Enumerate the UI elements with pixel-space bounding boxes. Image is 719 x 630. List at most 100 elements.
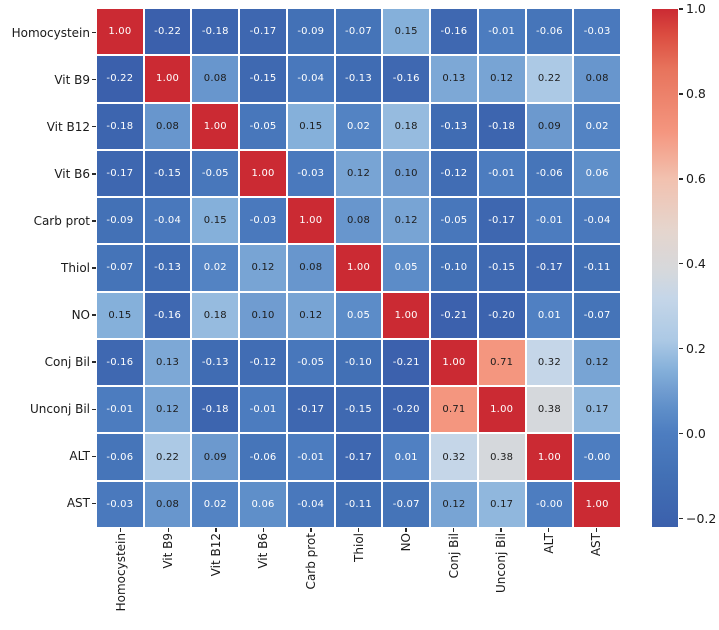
- heatmap-cell: -0.05: [431, 198, 477, 244]
- colorbar-tick: [679, 8, 683, 10]
- heatmap-cell: -0.22: [144, 9, 191, 55]
- y-axis-label: Vit B6: [54, 166, 90, 181]
- x-axis-label: ALT: [541, 533, 556, 554]
- heatmap-cell: 1.00: [192, 103, 239, 149]
- x-tick: [310, 528, 312, 532]
- heatmap-cell: -0.13: [192, 339, 239, 386]
- heatmap-cell: -0.04: [287, 481, 334, 527]
- y-axis-label: Carb prot: [33, 213, 90, 228]
- heatmap-cell: 0.17: [574, 387, 620, 433]
- heatmap-cell: -0.11: [335, 481, 382, 527]
- heatmap-cell: -0.17: [478, 198, 525, 244]
- x-tick: [357, 528, 360, 532]
- heatmap-cell: -0.10: [335, 339, 382, 386]
- y-axis-label: Vit B9: [54, 72, 90, 87]
- colorbar-tick-label: 0.0: [686, 425, 706, 441]
- heatmap-cell: 0.13: [431, 56, 477, 102]
- y-tick: [92, 408, 96, 410]
- heatmap-cell: 0.38: [478, 434, 525, 480]
- heatmap-cell: 0.12: [144, 387, 191, 433]
- heatmap-cell: 0.12: [240, 245, 286, 291]
- heatmap-cell: -0.15: [240, 56, 286, 102]
- heatmap-cell: -0.17: [287, 387, 334, 433]
- colorbar-tick: [679, 432, 683, 435]
- x-tick: [215, 528, 217, 532]
- heatmap-cell: 1.00: [526, 434, 573, 480]
- y-tick: [92, 502, 96, 505]
- x-tick: [120, 528, 122, 532]
- colorbar-tick: [679, 178, 683, 180]
- heatmap-cell: 0.18: [383, 103, 430, 149]
- heatmap-cell: -0.04: [287, 56, 334, 102]
- heatmap-cell: -0.15: [335, 387, 382, 433]
- heatmap-cell: -0.03: [240, 198, 286, 244]
- heatmap-cell: -0.17: [97, 150, 143, 197]
- heatmap-cell: -0.00: [574, 434, 620, 480]
- y-axis-label: AST: [66, 496, 90, 511]
- heatmap-cell: 1.00: [144, 56, 191, 102]
- heatmap-cell: 0.08: [287, 245, 334, 291]
- heatmap-cell: -0.18: [192, 387, 239, 433]
- heatmap-cell: -0.17: [240, 9, 286, 55]
- x-axis-label: NO: [399, 533, 414, 552]
- heatmap-cell: -0.13: [335, 56, 382, 102]
- x-axis-label: Conj Bil: [446, 533, 461, 579]
- heatmap-cell: 0.10: [240, 292, 286, 338]
- x-axis-label: Unconj Bil: [494, 533, 509, 593]
- heatmap-cell: 0.02: [192, 245, 239, 291]
- heatmap-cell: 0.08: [335, 198, 382, 244]
- x-axis-label: Carb prot: [303, 533, 318, 590]
- heatmap-cell: 0.71: [431, 387, 477, 433]
- heatmap-cell: -0.06: [97, 434, 143, 480]
- x-tick: [262, 528, 265, 532]
- y-axis-label: Vit B12: [46, 119, 90, 134]
- heatmap-cell: 0.02: [192, 481, 239, 527]
- heatmap-cell: -0.16: [431, 9, 477, 55]
- heatmap-cell: 0.02: [335, 103, 382, 149]
- colorbar-tick-label: 0.6: [686, 170, 706, 186]
- x-axis-label: Vit B9: [161, 533, 176, 569]
- heatmap-cell: 0.09: [526, 103, 573, 149]
- heatmap-cell: -0.03: [97, 481, 143, 527]
- heatmap-cell: 0.08: [144, 103, 191, 149]
- heatmap-cell: -0.13: [431, 103, 477, 149]
- heatmap-cell: 1.00: [97, 9, 143, 55]
- heatmap-cell: -0.06: [526, 150, 573, 197]
- y-tick: [92, 455, 96, 458]
- heatmap-cell: -0.10: [431, 245, 477, 291]
- heatmap-cell: -0.05: [240, 103, 286, 149]
- heatmap-grid: 1.00 -0.22 -0.18 -0.17 -0.09 -0.07 0.15 -0.16 -0…: [97, 9, 620, 527]
- heatmap-cell: 1.00: [478, 387, 525, 433]
- heatmap-cell: 0.18: [192, 292, 239, 338]
- heatmap-cell: -0.06: [240, 434, 286, 480]
- heatmap-cell: 1.00: [287, 198, 334, 244]
- heatmap-cell: 0.10: [383, 150, 430, 197]
- heatmap-cell: 0.01: [526, 292, 573, 338]
- x-axis-label: Vit B12: [208, 533, 223, 577]
- heatmap-cell: -0.17: [335, 434, 382, 480]
- heatmap-cell: -0.01: [97, 387, 143, 433]
- heatmap-cell: -0.20: [478, 292, 525, 338]
- y-axis-label: ALT: [69, 449, 90, 464]
- heatmap-cell: 0.02: [574, 103, 620, 149]
- x-tick: [547, 528, 550, 532]
- heatmap-cell: -0.18: [192, 9, 239, 55]
- heatmap-cell: -0.16: [144, 292, 191, 338]
- heatmap-cell: 0.71: [478, 339, 525, 386]
- x-tick: [452, 528, 455, 532]
- heatmap-cell: 1.00: [574, 481, 620, 527]
- heatmap-cell: -0.21: [431, 292, 477, 338]
- colorbar-tick-label: 1.0: [686, 1, 706, 16]
- heatmap-cell: 0.17: [478, 481, 525, 527]
- heatmap-cell: 0.01: [383, 434, 430, 480]
- heatmap-cell: 1.00: [431, 339, 477, 386]
- heatmap-cell: 0.38: [526, 387, 573, 433]
- heatmap-cell: -0.15: [144, 150, 191, 197]
- colorbar-tick-label: 0.4: [686, 255, 706, 271]
- heatmap-cell: -0.01: [240, 387, 286, 433]
- heatmap-cell: 0.32: [431, 434, 477, 480]
- y-axis-label: Thiol: [61, 260, 90, 275]
- y-axis-label: NO: [71, 308, 90, 323]
- heatmap-cell: 0.22: [526, 56, 573, 102]
- heatmap-cell: -0.07: [383, 481, 430, 527]
